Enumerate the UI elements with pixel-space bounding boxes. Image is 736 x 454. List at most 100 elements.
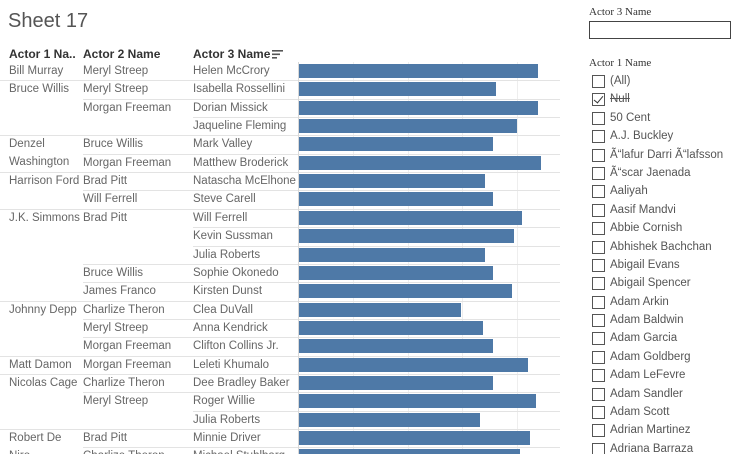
cell-actor-2[interactable]: Will Ferrell: [83, 193, 138, 206]
cell-actor-3[interactable]: Minnie Driver: [193, 432, 261, 444]
cell-actor-3[interactable]: Dee Bradley Baker: [193, 376, 290, 389]
bar-mark[interactable]: [299, 265, 494, 280]
header-actor-2-name[interactable]: Actor 2 Name: [83, 47, 161, 61]
header-actor-3-name[interactable]: Actor 3 Name: [193, 47, 271, 61]
cell-actor-1[interactable]: J.K. Simmons: [9, 211, 80, 224]
cell-actor-2[interactable]: Charlize Theron: [83, 376, 165, 389]
cell-actor-2[interactable]: Morgan Freeman: [83, 101, 172, 114]
cell-actor-3[interactable]: Clifton Collins Jr.: [193, 340, 279, 353]
cell-actor-2[interactable]: Brad Pitt: [83, 432, 128, 444]
checkbox-icon[interactable]: [592, 166, 605, 180]
bar-mark[interactable]: [299, 375, 494, 390]
filter-option[interactable]: Adrian Martinez: [589, 421, 736, 439]
cell-actor-1[interactable]: Bruce Willis: [9, 83, 70, 96]
checkbox-icon[interactable]: [592, 369, 605, 383]
checkbox-icon[interactable]: [592, 387, 605, 401]
cell-actor-3[interactable]: Isabella Rossellini: [193, 83, 286, 96]
filter-option[interactable]: Adam Scott: [589, 403, 736, 421]
cell-actor-3[interactable]: Julia Roberts: [193, 413, 261, 426]
checkbox-icon[interactable]: [592, 350, 605, 364]
cell-actor-3[interactable]: Kirsten Dunst: [193, 285, 263, 298]
filter-option[interactable]: 50 Cent: [589, 109, 736, 127]
bar-mark[interactable]: [299, 302, 462, 317]
bar-mark[interactable]: [299, 449, 520, 454]
cell-actor-3[interactable]: Steve Carell: [193, 193, 256, 206]
cell-actor-1[interactable]: Matt Damon: [9, 358, 72, 371]
filter-option[interactable]: Ã“scar Jaenada: [589, 164, 736, 182]
bar-mark[interactable]: [299, 320, 483, 335]
checkbox-icon[interactable]: [592, 406, 605, 420]
bar-mark[interactable]: [299, 394, 536, 409]
cell-actor-3[interactable]: Anna Kendrick: [193, 321, 268, 334]
filter-option[interactable]: Abigail Evans: [589, 256, 736, 274]
checkbox-icon[interactable]: [592, 277, 605, 291]
filter-option[interactable]: Abhishek Bachchan: [589, 238, 736, 256]
cell-actor-3[interactable]: Helen McCrory: [193, 65, 270, 77]
cell-actor-3[interactable]: Dorian Missick: [193, 101, 268, 114]
bar-mark[interactable]: [299, 210, 523, 225]
cell-actor-2[interactable]: Charlize Theron: [83, 303, 165, 316]
checkbox-icon[interactable]: [592, 314, 605, 328]
bar-mark[interactable]: [299, 100, 539, 115]
cell-actor-1[interactable]: Johnny Depp: [9, 303, 77, 316]
filter-option[interactable]: A.J. Buckley: [589, 127, 736, 145]
cell-actor-2[interactable]: Meryl Streep: [83, 321, 149, 334]
cell-actor-2[interactable]: Bruce Willis: [83, 138, 144, 151]
filter-option[interactable]: Adam Goldberg: [589, 348, 736, 366]
cell-actor-2[interactable]: Brad Pitt: [83, 175, 128, 188]
cell-actor-3[interactable]: Julia Roberts: [193, 248, 261, 261]
checkbox-checked-icon[interactable]: [592, 93, 605, 107]
filter-option[interactable]: Abigail Spencer: [589, 274, 736, 292]
cell-actor-2[interactable]: Charlize Theron: [83, 447, 165, 454]
bar-mark[interactable]: [299, 431, 531, 445]
cell-actor-2[interactable]: Bruce Willis: [83, 266, 144, 279]
filter-option[interactable]: Adam Baldwin: [589, 311, 736, 329]
bar-mark[interactable]: [299, 412, 480, 427]
cell-actor-2[interactable]: Morgan Freeman: [83, 156, 172, 169]
filter-option[interactable]: Adam Garcia: [589, 329, 736, 347]
checkbox-icon[interactable]: [592, 442, 605, 454]
bar-mark[interactable]: [299, 155, 542, 170]
cell-actor-1[interactable]: Nicolas Cage: [9, 376, 78, 389]
cell-actor-2[interactable]: Morgan Freeman: [83, 340, 172, 353]
checkbox-icon[interactable]: [592, 130, 605, 144]
cell-actor-2[interactable]: James Franco: [83, 285, 156, 298]
cell-actor-2[interactable]: Meryl Streep: [83, 65, 149, 77]
bar-mark[interactable]: [299, 247, 486, 262]
cell-actor-1[interactable]: Bill Murray: [9, 65, 64, 77]
filter-option[interactable]: Ã“lafur Darri Ã“lafsson: [589, 146, 736, 164]
bar-mark[interactable]: [299, 192, 494, 207]
bar-mark[interactable]: [299, 119, 518, 134]
checkbox-icon[interactable]: [592, 75, 605, 88]
filter-option[interactable]: Aasif Mandvi: [589, 201, 736, 219]
filter-option[interactable]: Aaliyah: [589, 182, 736, 200]
filter-option[interactable]: Abbie Cornish: [589, 219, 736, 237]
checkbox-icon[interactable]: [592, 424, 605, 438]
checkbox-icon[interactable]: [592, 258, 605, 272]
header-actor-1-name[interactable]: Actor 1 Na..: [9, 47, 76, 61]
bar-mark[interactable]: [299, 174, 486, 189]
cell-actor-3[interactable]: Will Ferrell: [193, 211, 248, 224]
cell-actor-3[interactable]: Kevin Sussman: [193, 230, 273, 243]
checkbox-icon[interactable]: [592, 240, 605, 254]
checkbox-icon[interactable]: [592, 332, 605, 346]
cell-actor-3[interactable]: Leleti Khumalo: [193, 358, 270, 371]
checkbox-icon[interactable]: [592, 222, 605, 236]
checkbox-icon[interactable]: [592, 185, 605, 199]
cell-actor-2[interactable]: Morgan Freeman: [83, 358, 172, 371]
filter-actor-3-search-input[interactable]: [589, 21, 731, 39]
cell-actor-3[interactable]: Mark Valley: [193, 138, 253, 151]
bar-mark[interactable]: [299, 64, 539, 78]
cell-actor-1[interactable]: Robert De Niro: [9, 432, 62, 454]
cell-actor-2[interactable]: Meryl Streep: [83, 83, 149, 96]
bar-mark[interactable]: [299, 339, 494, 354]
cell-actor-3[interactable]: Clea DuVall: [193, 303, 253, 316]
cell-actor-3[interactable]: Jaqueline Fleming: [193, 120, 287, 133]
checkbox-icon[interactable]: [592, 111, 605, 125]
cell-actor-3[interactable]: Matthew Broderick: [193, 156, 289, 169]
cell-actor-3[interactable]: Roger Willie: [193, 395, 255, 408]
cell-actor-1[interactable]: Denzel Washington: [9, 138, 70, 169]
bar-mark[interactable]: [299, 82, 496, 97]
filter-option[interactable]: Adam LeFevre: [589, 366, 736, 384]
checkbox-icon[interactable]: [592, 203, 605, 217]
